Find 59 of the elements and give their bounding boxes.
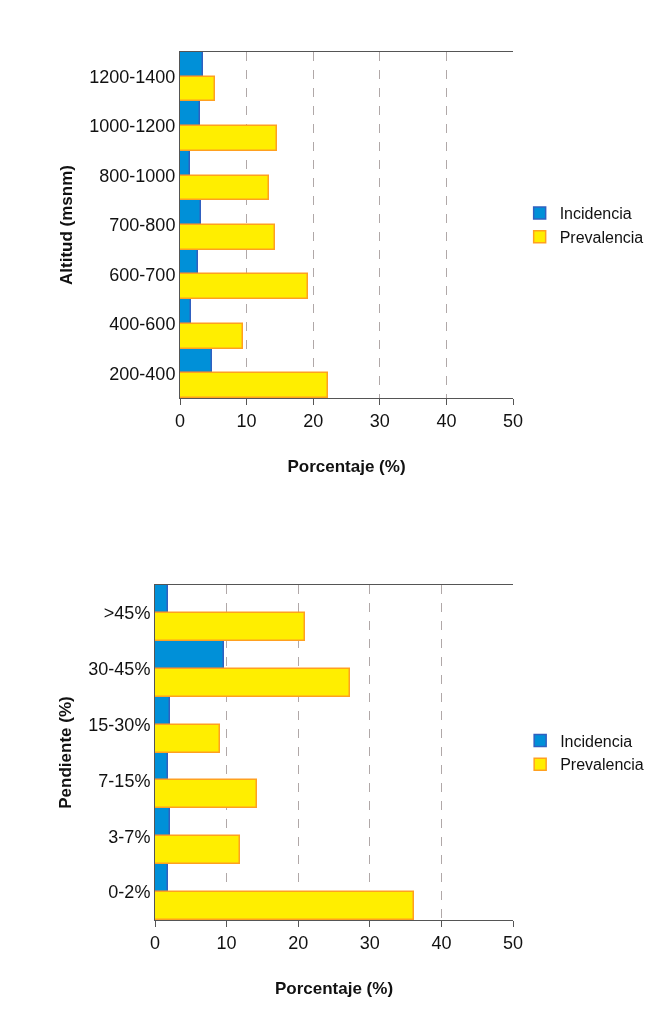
y-tick-label: 1200-1400: [89, 67, 176, 88]
x-tick-label: 30: [359, 932, 380, 953]
x-tick-label: 0: [149, 932, 161, 953]
x-tick-label: 50: [502, 410, 524, 431]
x-tick-label: 30: [369, 410, 390, 431]
bar: [155, 834, 240, 864]
legend-label: Prevalencia: [560, 756, 644, 774]
y-axis-title: Altitud (msnm): [56, 165, 76, 285]
bar: [155, 806, 170, 836]
bar: [180, 124, 277, 151]
bar: [180, 198, 201, 225]
bar: [155, 751, 168, 780]
x-tick-label: 10: [216, 932, 237, 953]
x-tick-label: 10: [236, 410, 257, 431]
bar: [155, 611, 305, 641]
y-tick-label: 30-45%: [88, 659, 151, 680]
bar: [155, 639, 224, 669]
x-tick-label: 40: [436, 410, 457, 431]
bar: [155, 667, 350, 697]
bar: [155, 695, 170, 725]
y-tick-label: 200-400: [109, 363, 176, 384]
bar: [180, 75, 215, 101]
bar: [155, 778, 257, 808]
bar: [180, 174, 269, 200]
bar: [180, 99, 200, 126]
bar: [155, 585, 168, 613]
bar: [180, 272, 308, 299]
y-tick-label: 400-600: [109, 314, 176, 335]
bar: [180, 322, 243, 349]
legend-label: Incidencia: [559, 205, 632, 223]
legend-label: Prevalencia: [559, 228, 644, 246]
bar: [180, 347, 212, 373]
bar: [180, 371, 328, 398]
y-tick-label: 1000-1200: [89, 116, 176, 137]
x-tick-label: 40: [431, 932, 452, 953]
y-tick-label: 7-15%: [98, 770, 151, 791]
y-tick-label: >45%: [103, 603, 151, 624]
y-tick-label: 15-30%: [88, 714, 151, 735]
y-tick-label: 600-700: [109, 264, 176, 285]
legend-label: Incidencia: [560, 732, 633, 750]
bar: [180, 297, 191, 324]
bar: [180, 149, 190, 176]
x-tick-label: 20: [288, 932, 309, 953]
y-axis-title: Pendiente (%): [55, 696, 75, 809]
x-tick-label: 0: [174, 410, 186, 431]
bar: [180, 248, 198, 274]
x-axis-title: Porcentaje (%): [287, 457, 406, 476]
bar: [155, 862, 168, 892]
x-tick-label: 20: [303, 410, 324, 431]
y-tick-label: 700-800: [109, 215, 176, 236]
bar: [155, 723, 220, 753]
y-tick-label: 800-1000: [99, 165, 176, 186]
bar: [180, 52, 203, 77]
x-axis-title: Porcentaje (%): [274, 979, 394, 998]
x-tick-label: 50: [502, 932, 524, 953]
y-tick-label: 3-7%: [108, 826, 151, 847]
bar: [180, 223, 275, 250]
y-tick-label: 0-2%: [108, 882, 151, 903]
bar: [155, 890, 414, 920]
